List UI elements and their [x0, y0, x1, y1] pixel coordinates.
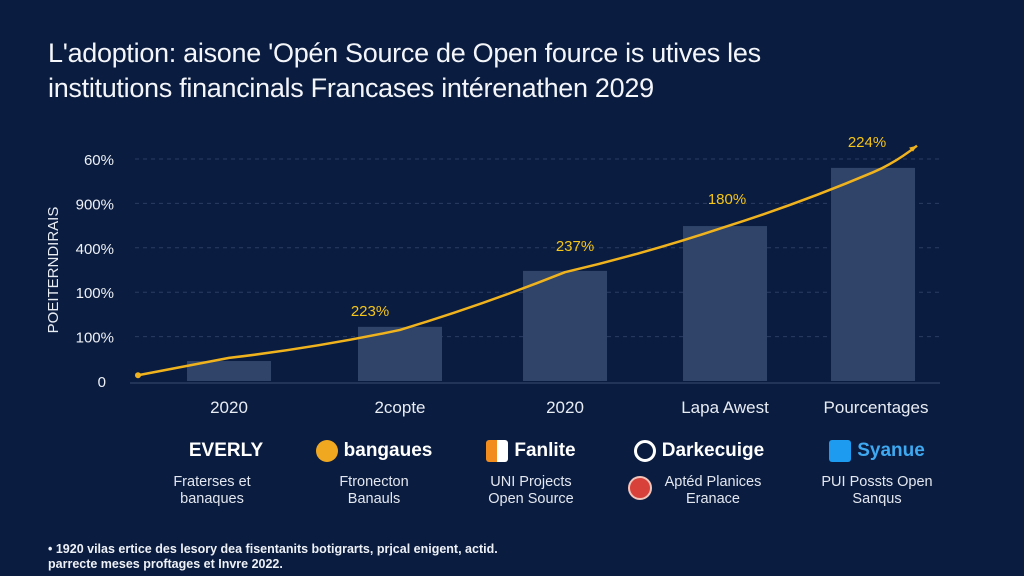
- brand-name: EVERLY: [188, 440, 264, 461]
- title-line-1: L'adoption: aisone 'Opén Source de Open …: [48, 38, 761, 68]
- bangaues-logo-icon: [315, 440, 338, 462]
- y-tick-label: 60%: [84, 152, 114, 169]
- brand-description: Fraterses et banaques: [127, 474, 297, 508]
- description-line: banaques: [180, 491, 244, 507]
- x-tick-label: 2copte: [374, 398, 426, 417]
- chart-title: L'adoption: aisone 'Opén Source de Open …: [48, 36, 761, 106]
- bar: [523, 270, 607, 381]
- x-tick-label: 2020: [210, 398, 248, 417]
- house-icon: [161, 440, 183, 462]
- description-line: Ftronecton: [339, 474, 409, 490]
- description-line: Open Source: [488, 491, 574, 507]
- data-label: 180%: [708, 191, 746, 208]
- seal-icon: [628, 476, 652, 500]
- brand-description: Ftronecton Banauls: [289, 474, 459, 508]
- twitter-bird-icon: [829, 440, 852, 462]
- bar: [831, 167, 915, 381]
- y-tick-label: 100%: [76, 330, 114, 347]
- data-label: 237%: [556, 238, 594, 255]
- bar: [187, 361, 271, 381]
- y-axis-label: POEITERNDIRAIS: [45, 207, 62, 334]
- bar: [683, 226, 767, 381]
- brand-description: PUI Possts Open Sanqus: [792, 474, 962, 508]
- footnote-line-2: parrecte meses proftages et Invre 2022.: [48, 557, 283, 571]
- y-tick-label: 900%: [76, 196, 114, 213]
- brand-name: Fanlite: [514, 440, 576, 461]
- darkecuige-logo-icon: [633, 440, 656, 462]
- brand-bangaues: bangaues: [289, 440, 459, 462]
- brand-everly: EVERLY: [127, 440, 297, 462]
- brand-name: bangaues: [343, 440, 433, 461]
- x-tick-label: 2020: [546, 398, 584, 417]
- description-line: Eranace: [685, 491, 740, 507]
- description-line: Sanqus: [852, 491, 902, 507]
- description-line: PUI Possts Open: [821, 474, 933, 490]
- x-tick-label: Lapa Awest: [681, 398, 769, 417]
- description-line: UNI Projects: [490, 474, 572, 490]
- trend-line: [137, 144, 918, 377]
- description-line: Fraterses et: [173, 474, 251, 490]
- brand-darkecuige: Darkecuige: [614, 440, 784, 462]
- brand-description: UNI Projects Open Source: [446, 474, 616, 508]
- footnote: • 1920 vilas ertice des lesory dea fisen…: [48, 542, 498, 572]
- x-tick-label: Pourcentages: [823, 398, 929, 417]
- line-arrow-head: [909, 145, 917, 152]
- title-line-2: institutions financinals Francases intér…: [48, 73, 654, 103]
- description-line: Aptéd Planices: [664, 474, 762, 490]
- brand-syanue: Syanue: [792, 440, 962, 462]
- fanlite-logo-icon: [486, 440, 509, 462]
- brand-fanlite: Fanlite: [446, 440, 616, 462]
- description-line: Banauls: [347, 491, 401, 507]
- brand-description: Aptéd Planices Eranace: [628, 474, 798, 508]
- data-label: 224%: [848, 134, 886, 151]
- line-start-point: [135, 372, 141, 379]
- y-tick-label: 400%: [76, 241, 114, 258]
- brand-name: Darkecuige: [661, 440, 765, 461]
- brand-name: Syanue: [857, 440, 925, 461]
- footnote-line-1: • 1920 vilas ertice des lesory dea fisen…: [48, 542, 498, 556]
- y-tick-label: 100%: [76, 285, 114, 302]
- data-label: 223%: [351, 303, 389, 320]
- y-tick-label: 0: [98, 374, 106, 391]
